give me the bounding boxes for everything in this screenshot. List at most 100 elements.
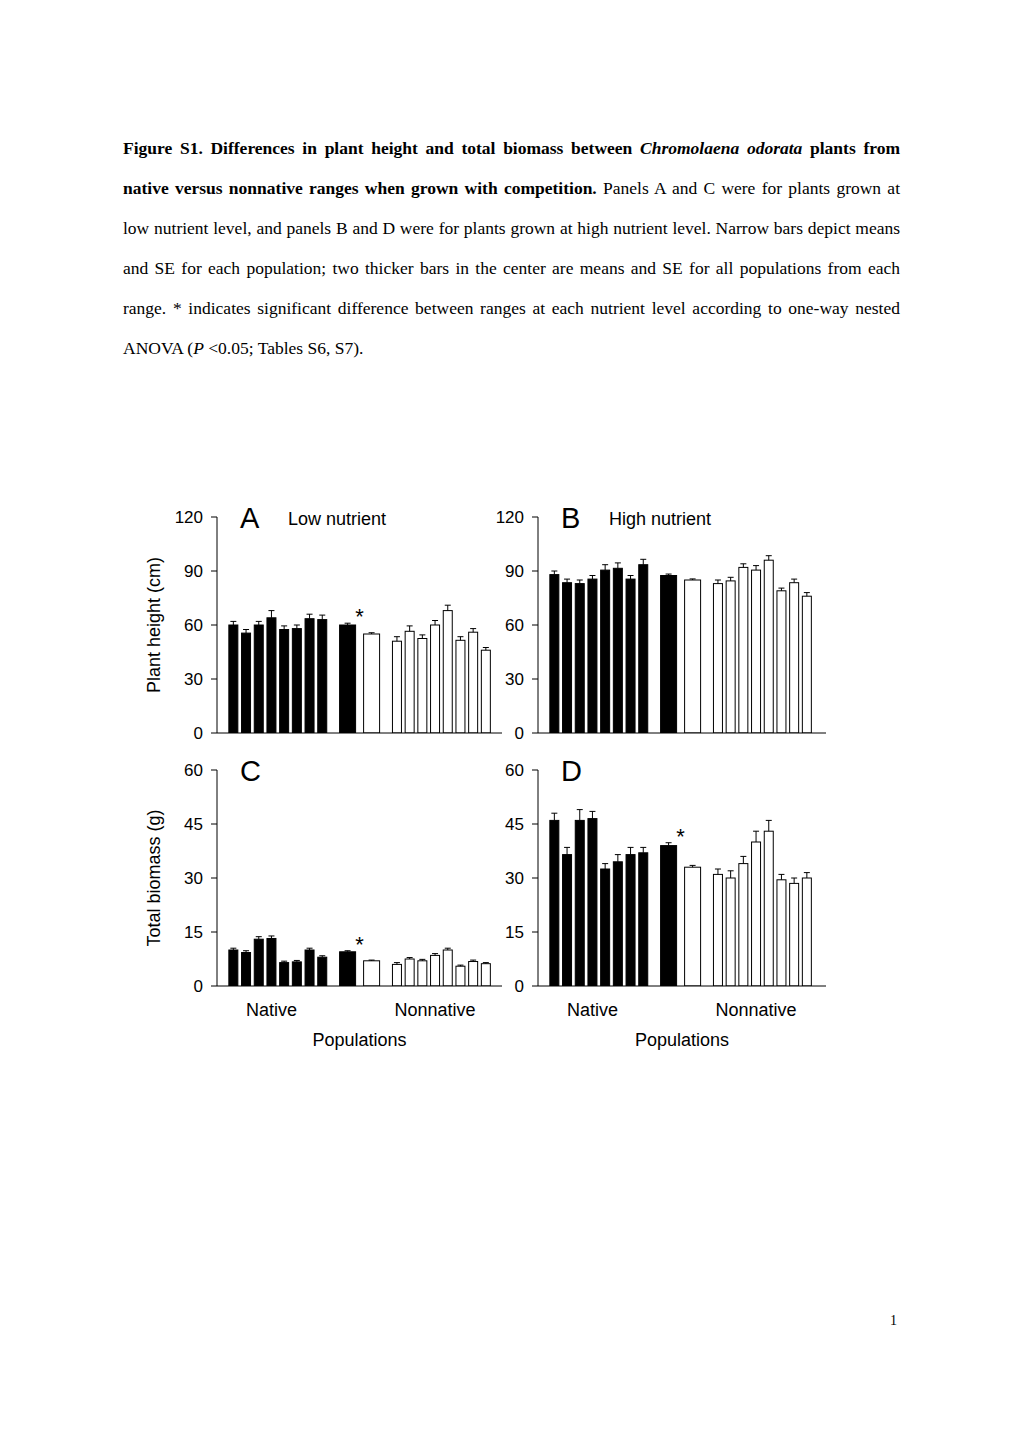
error-line bbox=[617, 855, 618, 862]
bar bbox=[340, 952, 356, 986]
panel-title: Low nutrient bbox=[288, 509, 386, 529]
error-bar bbox=[294, 960, 300, 961]
error-cap bbox=[457, 965, 463, 966]
error-bar bbox=[589, 576, 595, 580]
error-line bbox=[768, 556, 769, 561]
error-line bbox=[435, 621, 436, 626]
error-bar bbox=[319, 615, 325, 620]
x-axis bbox=[217, 986, 502, 987]
bar bbox=[639, 565, 648, 733]
error-line bbox=[567, 579, 568, 583]
error-bar bbox=[419, 959, 425, 960]
error-cap bbox=[640, 559, 646, 560]
error-bar bbox=[551, 813, 557, 820]
bar bbox=[802, 596, 811, 733]
bar bbox=[280, 630, 289, 734]
error-line bbox=[756, 831, 757, 842]
y-tick-label: 15 bbox=[505, 923, 524, 942]
bar bbox=[661, 576, 677, 734]
error-cap bbox=[715, 580, 721, 581]
y-tick-label: 0 bbox=[515, 724, 524, 743]
bar bbox=[418, 639, 427, 734]
error-line bbox=[233, 621, 234, 625]
bar bbox=[588, 819, 597, 986]
bar bbox=[713, 584, 722, 733]
y-tick bbox=[532, 571, 538, 572]
error-bar bbox=[666, 843, 672, 846]
error-line bbox=[630, 576, 631, 580]
bar bbox=[456, 640, 465, 733]
error-bar bbox=[256, 621, 262, 625]
error-bar bbox=[740, 564, 746, 568]
error-cap bbox=[369, 632, 375, 633]
error-cap bbox=[589, 811, 595, 812]
bar bbox=[752, 842, 761, 986]
error-line bbox=[794, 579, 795, 583]
y-tick-label: 30 bbox=[505, 869, 524, 888]
error-bar bbox=[483, 963, 489, 964]
error-bar bbox=[369, 633, 375, 634]
y-tick bbox=[532, 878, 538, 879]
error-bar bbox=[345, 623, 351, 625]
caption-text: Chromolaena odorata bbox=[640, 138, 802, 158]
bar bbox=[685, 867, 701, 986]
bar bbox=[726, 878, 735, 986]
caption-text: P bbox=[193, 338, 204, 358]
error-cap bbox=[628, 847, 634, 848]
error-line bbox=[730, 871, 731, 878]
error-bar bbox=[345, 951, 351, 952]
error-line bbox=[643, 847, 644, 852]
error-cap bbox=[628, 575, 634, 576]
x-axis-label: Populations bbox=[635, 1030, 729, 1050]
error-line bbox=[554, 571, 555, 575]
error-cap bbox=[602, 564, 608, 565]
bar bbox=[481, 964, 490, 986]
panel-letter: A bbox=[240, 502, 260, 534]
bar bbox=[764, 560, 773, 733]
error-bar bbox=[615, 855, 621, 862]
bar bbox=[242, 633, 251, 733]
error-line bbox=[717, 580, 718, 584]
bar bbox=[790, 583, 799, 733]
bar bbox=[777, 591, 786, 733]
y-tick bbox=[532, 986, 538, 987]
error-bar bbox=[281, 961, 287, 962]
y-tick bbox=[532, 932, 538, 933]
bar bbox=[739, 864, 748, 986]
bar bbox=[405, 631, 414, 733]
error-cap bbox=[666, 574, 672, 575]
error-bar bbox=[753, 831, 759, 842]
caption-text: Panels A and C were for plants grown at … bbox=[123, 178, 900, 358]
y-tick-label: 60 bbox=[184, 761, 203, 780]
y-tick-label: 30 bbox=[184, 670, 203, 689]
error-bar bbox=[457, 637, 463, 641]
panel: 0306090120Plant height (cm)ALow nutrient… bbox=[144, 502, 502, 743]
bar bbox=[392, 964, 401, 986]
error-line bbox=[271, 611, 272, 618]
error-bar bbox=[407, 958, 413, 959]
x-tick-label: Native bbox=[567, 1000, 618, 1020]
bar bbox=[626, 855, 635, 986]
bar bbox=[392, 641, 401, 733]
bar bbox=[267, 938, 276, 986]
error-bar bbox=[753, 566, 759, 571]
error-line bbox=[630, 847, 631, 854]
panel-title: High nutrient bbox=[609, 509, 711, 529]
error-bar bbox=[457, 965, 463, 966]
y-tick bbox=[211, 679, 217, 680]
bar bbox=[713, 874, 722, 986]
bar bbox=[364, 634, 380, 733]
error-bar bbox=[666, 574, 672, 575]
bars bbox=[229, 605, 491, 733]
error-line bbox=[473, 629, 474, 633]
bar bbox=[777, 880, 786, 986]
bar bbox=[601, 869, 610, 986]
error-cap bbox=[753, 565, 759, 566]
error-bar bbox=[307, 948, 313, 950]
y-tick bbox=[532, 733, 538, 734]
bar bbox=[588, 579, 597, 733]
error-line bbox=[258, 621, 259, 625]
error-bar bbox=[432, 954, 438, 956]
y-tick bbox=[211, 625, 217, 626]
error-bar bbox=[394, 637, 400, 642]
